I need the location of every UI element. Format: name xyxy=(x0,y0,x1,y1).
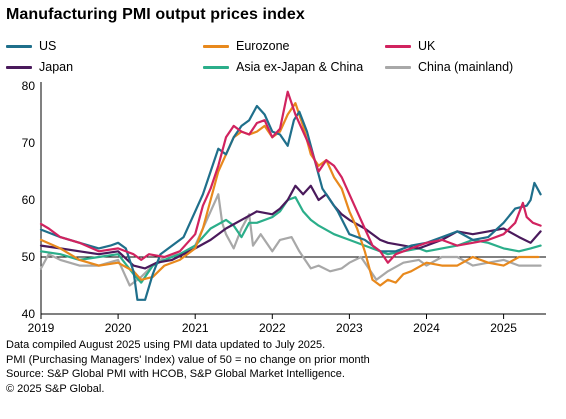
legend-swatch-us xyxy=(6,44,32,48)
series-line-china-mainland xyxy=(39,193,542,287)
series-line-asia-ex-japan-china xyxy=(39,196,542,284)
legend-item-us: US xyxy=(6,37,56,55)
legend-swatch-china xyxy=(385,65,411,69)
legend-label-uk: UK xyxy=(418,39,436,53)
series-line-uk xyxy=(39,90,542,264)
legend-item-japan: Japan xyxy=(6,58,73,76)
x-tick-label: 2020 xyxy=(105,321,132,335)
legend-swatch-eurozone xyxy=(203,44,229,48)
legend-item-asia: Asia ex-Japan & China xyxy=(203,58,363,76)
footer-notes: Data compiled August 2025 using PMI data… xyxy=(6,338,370,396)
x-tick-label: 2022 xyxy=(259,321,286,335)
chart-plot: 40 50 60 70 80 2019 2020 2021 2022 2023 2024 2025 xyxy=(22,79,546,335)
legend-label-eurozone: Eurozone xyxy=(236,39,290,53)
y-tick-label: 70 xyxy=(22,136,36,150)
legend-item-eurozone: Eurozone xyxy=(203,37,290,55)
legend-item-uk: UK xyxy=(385,37,435,55)
legend-item-china: China (mainland) xyxy=(385,58,513,76)
series-line-us xyxy=(39,104,542,301)
x-tick-label: 2024 xyxy=(413,321,440,335)
x-tick-label: 2023 xyxy=(336,321,363,335)
y-tick-label: 40 xyxy=(22,307,36,321)
y-tick-label: 80 xyxy=(22,79,36,93)
y-tick-label: 60 xyxy=(22,193,36,207)
legend-label-japan: Japan xyxy=(39,60,74,74)
footer-line-compiled: Data compiled August 2025 using PMI data… xyxy=(6,339,326,351)
legend-label-china: China (mainland) xyxy=(418,60,514,74)
x-tick-label: 2025 xyxy=(490,321,517,335)
legend-label-us: US xyxy=(39,39,57,53)
legend-label-asia: Asia ex-Japan & China xyxy=(236,60,364,74)
footer-line-source: Source: S&P Global PMI with HCOB, S&P Gl… xyxy=(6,368,345,380)
legend-swatch-asia xyxy=(203,65,229,69)
legend: US Eurozone UK Japan Asia ex-Japan & Chi… xyxy=(0,37,566,77)
footer-line-copyright: © 2025 S&P Global. xyxy=(6,382,105,395)
chart-title: Manufacturing PMI output prices index xyxy=(6,6,305,23)
x-tick-label: 2021 xyxy=(182,321,209,335)
footer-line-definition: PMI (Purchasing Managers' Index) value o… xyxy=(6,353,370,366)
x-tick-label: 2019 xyxy=(28,321,55,335)
y-tick-label: 50 xyxy=(22,250,36,264)
legend-swatch-uk xyxy=(385,44,411,48)
legend-swatch-japan xyxy=(6,65,32,69)
